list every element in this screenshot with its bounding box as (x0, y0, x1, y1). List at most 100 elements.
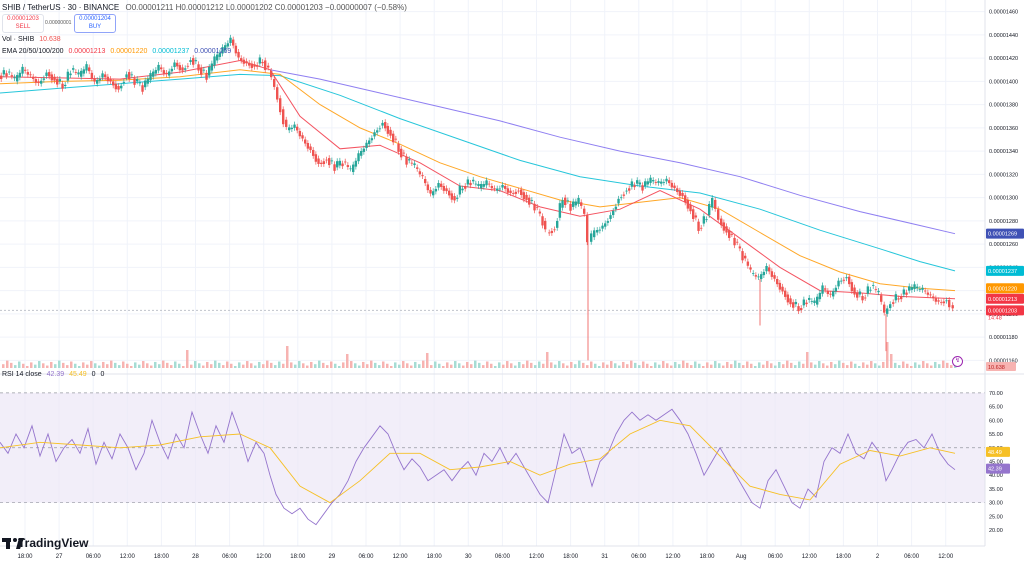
candle-body (421, 175, 424, 177)
volume-bar (686, 362, 689, 368)
symbol-title[interactable]: SHIB / TetherUS · 30 · BINANCE O0.000012… (2, 3, 407, 12)
candle-body (181, 67, 184, 71)
volume-bar (586, 365, 589, 368)
candle-body (850, 282, 854, 292)
volume-bar (554, 364, 557, 368)
candle-body (541, 216, 544, 226)
candle-body (205, 72, 208, 80)
candle-body (429, 189, 432, 194)
candle-body (440, 183, 443, 187)
candle-body (821, 285, 824, 294)
candle-body (370, 138, 374, 141)
candle-body (874, 289, 878, 290)
candle-body (10, 75, 14, 77)
ema-legend-label: EMA 20/50/100/200 (2, 48, 64, 55)
volume-bar (598, 366, 601, 368)
candle-body (194, 60, 198, 62)
candle-body (328, 158, 331, 166)
candle-body (773, 275, 776, 279)
volume-bar (438, 363, 441, 368)
candle-body (654, 182, 658, 183)
volume-bar (98, 365, 101, 368)
volume-bar (634, 362, 637, 368)
candle-body (152, 71, 155, 77)
volume-bar (662, 361, 665, 368)
volume-bar (502, 364, 505, 368)
candle-body (250, 63, 254, 68)
buy-button[interactable]: 0.00001204 BUY (74, 14, 116, 33)
candle-body (572, 201, 575, 207)
candle-body (808, 297, 811, 300)
candle-body (749, 267, 752, 270)
candle-body (728, 230, 731, 238)
candle-body (149, 73, 152, 81)
rsi-label-badge (986, 446, 1010, 457)
candle-body (741, 251, 744, 261)
volume-bar (678, 364, 681, 368)
volume-bar (162, 360, 165, 368)
volume-bar (194, 361, 197, 368)
volume-bar (566, 365, 569, 368)
spread-value: 0.00000001 (45, 20, 72, 26)
rsi-pane: 70.0065.0060.0055.0050.0045.0040.0035.00… (0, 391, 1010, 534)
volume-bar (882, 361, 885, 368)
candle-body (248, 62, 251, 66)
volume-legend[interactable]: Vol · SHIB 10.638 (2, 36, 61, 43)
volume-bar (58, 360, 61, 368)
volume-bar (250, 363, 253, 368)
candle-body (365, 142, 368, 149)
volume-bar (710, 364, 713, 368)
volume-bar (262, 364, 265, 368)
volume-bar (562, 363, 565, 368)
candle-body (652, 180, 655, 182)
volume-bar (114, 362, 117, 368)
candle-body (824, 288, 827, 290)
candle-body (617, 198, 620, 204)
volume-bar (330, 361, 333, 368)
candle-body (778, 282, 782, 290)
volume-bar (942, 360, 945, 368)
volume-bar (642, 361, 645, 368)
candle-body (402, 152, 406, 154)
volume-bar (378, 365, 381, 368)
volume-bar (110, 360, 113, 368)
volume-bar (518, 361, 521, 368)
candle-body (509, 190, 512, 194)
rsi-legend[interactable]: RSI 14 close 42.39 45.49 0 0 (2, 371, 104, 378)
volume-indicator-icon[interactable]: ↯ (952, 356, 963, 367)
volume-bar (734, 360, 737, 368)
ema-legend[interactable]: EMA 20/50/100/200 0.00001213 0.00001220 … (2, 48, 231, 55)
candle-body (776, 279, 779, 285)
volume-bar (862, 362, 865, 368)
time-tick-label: 18:00 (836, 554, 852, 560)
price-tick-label: 0.00001320 (989, 172, 1018, 178)
candle-body (754, 275, 758, 277)
volume-bar (682, 360, 685, 368)
volume-bar (186, 350, 189, 368)
candle-body (270, 70, 273, 78)
candle-body (686, 199, 690, 209)
candle-body (384, 122, 387, 129)
candle-body (109, 79, 112, 82)
candle-body (598, 229, 602, 231)
candle-body (114, 83, 118, 90)
volume-axis-badge (986, 362, 1016, 371)
candle-body (96, 80, 99, 84)
volume-bar (66, 365, 69, 368)
candle-body (392, 133, 395, 143)
sell-button[interactable]: 0.00001203 SELL (2, 14, 44, 33)
candle-body (477, 183, 480, 186)
candle-body (702, 216, 706, 224)
price-label-text: 0.00001203 (988, 308, 1017, 314)
volume-bar (702, 366, 705, 368)
volume-bar (754, 366, 757, 368)
candle-body (128, 72, 131, 80)
candle-body (872, 285, 875, 286)
candle-body (697, 221, 700, 231)
volume-legend-label: Vol · SHIB (2, 36, 35, 43)
price-tick-label: 0.00001400 (989, 79, 1018, 85)
volume-bar (714, 361, 717, 368)
candle-body (469, 182, 472, 186)
candle-body (461, 188, 464, 191)
